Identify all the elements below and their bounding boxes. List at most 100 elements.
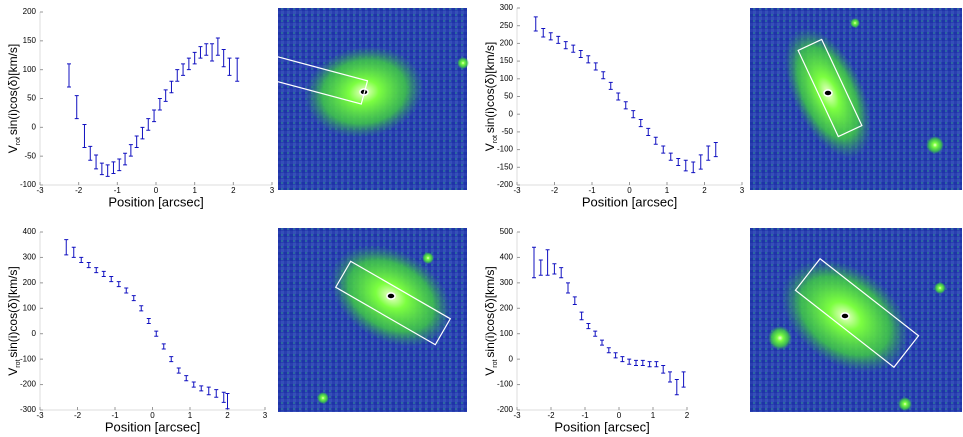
- error-bar: [654, 361, 659, 368]
- y-axis-label-part: rot: [492, 360, 499, 368]
- error-bar: [225, 392, 230, 410]
- galaxy-image: [750, 228, 962, 412]
- y-axis-label-part: rot: [15, 137, 22, 145]
- error-bar: [676, 157, 681, 167]
- x-tick-label: -3: [513, 186, 521, 195]
- error-bar: [601, 71, 606, 80]
- galaxy-core: [386, 292, 396, 300]
- x-tick-label: -1: [581, 411, 589, 420]
- error-bar: [117, 158, 122, 172]
- error-bar: [146, 118, 151, 131]
- y-tick-label: 150: [23, 36, 37, 45]
- error-bar: [79, 256, 84, 264]
- x-tick-label: 0: [154, 186, 159, 195]
- y-tick-label: 300: [500, 3, 514, 12]
- star: [850, 18, 860, 28]
- error-bar: [533, 16, 538, 32]
- x-tick-label: -1: [111, 411, 119, 420]
- error-bar: [600, 339, 604, 346]
- error-bar: [175, 69, 180, 82]
- x-tick-label: -2: [74, 411, 82, 420]
- star: [926, 136, 944, 154]
- y-tick-label: 0: [509, 109, 514, 118]
- y-tick-label: 0: [32, 329, 37, 338]
- error-bar: [556, 35, 561, 44]
- x-axis-label: Position [arcsec]: [105, 419, 200, 434]
- error-bar: [638, 119, 643, 128]
- x-tick-label: 3: [263, 411, 268, 420]
- x-tick-label: 0: [150, 411, 155, 420]
- error-bar: [653, 136, 658, 145]
- y-tick-label: 300: [500, 278, 514, 287]
- y-axis-label-part: sin(i)cos(δ)[km/s]: [6, 44, 20, 135]
- y-tick-label: -50: [501, 127, 513, 136]
- x-tick-label: -3: [513, 411, 521, 420]
- error-bar: [199, 385, 204, 392]
- slit-box: [797, 38, 863, 138]
- error-bar: [214, 389, 219, 398]
- x-tick-label: -3: [36, 411, 44, 420]
- star: [898, 397, 912, 411]
- y-tick-label: -50: [24, 151, 36, 160]
- x-tick-label: -1: [588, 186, 596, 195]
- y-axis-label-part: V: [483, 143, 497, 151]
- error-bar: [99, 162, 104, 176]
- y-axis-label: Vrot sin(i)cos(δ)[km/s]: [6, 266, 22, 376]
- error-bar: [88, 145, 93, 161]
- galaxy-image: [267, 8, 469, 190]
- x-tick-label: 1: [651, 411, 656, 420]
- error-bar: [661, 365, 666, 374]
- x-tick-label: 1: [192, 186, 197, 195]
- error-bar: [163, 89, 168, 102]
- error-bar: [548, 32, 553, 41]
- error-bar: [221, 48, 226, 68]
- error-bar: [67, 63, 71, 88]
- error-bar: [571, 44, 576, 53]
- y-axis-label-part: V: [6, 145, 20, 153]
- y-tick-label: 200: [23, 7, 37, 16]
- y-axis-label: Vrot sin(i)cos(δ)[km/s]: [6, 44, 22, 154]
- x-tick-label: -2: [75, 186, 83, 195]
- error-bar: [538, 259, 543, 276]
- error-bar: [204, 43, 209, 56]
- error-bar: [674, 378, 679, 396]
- error-bar: [210, 43, 215, 62]
- error-bar: [140, 126, 145, 140]
- error-bar: [186, 57, 191, 71]
- error-bar: [227, 57, 232, 76]
- error-bar: [161, 343, 166, 350]
- error-bar: [86, 262, 91, 269]
- error-bar: [552, 263, 557, 275]
- star: [457, 57, 469, 69]
- star: [422, 252, 434, 264]
- error-bar: [105, 164, 110, 177]
- y-tick-label: -300: [20, 405, 37, 414]
- x-tick-label: -2: [551, 186, 559, 195]
- y-tick-label: 0: [509, 354, 514, 363]
- error-bar: [606, 347, 611, 354]
- error-bar: [559, 267, 564, 279]
- galaxy-image: [750, 8, 962, 190]
- x-tick-label: 3: [270, 186, 275, 195]
- error-bar: [631, 110, 636, 119]
- error-bar: [586, 55, 591, 64]
- error-bar: [668, 152, 673, 161]
- y-tick-label: -100: [497, 380, 514, 389]
- error-bar: [221, 391, 226, 403]
- error-bar: [623, 101, 628, 110]
- error-bar: [146, 317, 151, 325]
- error-bar: [111, 161, 116, 174]
- error-bar: [71, 246, 76, 258]
- y-tick-label: 200: [500, 303, 514, 312]
- error-bar: [647, 361, 652, 368]
- y-tick-label: 250: [500, 21, 514, 30]
- star: [317, 392, 329, 404]
- error-bar: [152, 109, 157, 123]
- x-axis-label: Position [arcsec]: [108, 194, 203, 209]
- error-bar: [541, 28, 546, 38]
- y-tick-label: -200: [497, 405, 514, 414]
- y-tick-label: 200: [500, 39, 514, 48]
- y-tick-label: -100: [20, 180, 37, 189]
- error-bar: [176, 367, 181, 374]
- x-tick-label: 2: [231, 186, 236, 195]
